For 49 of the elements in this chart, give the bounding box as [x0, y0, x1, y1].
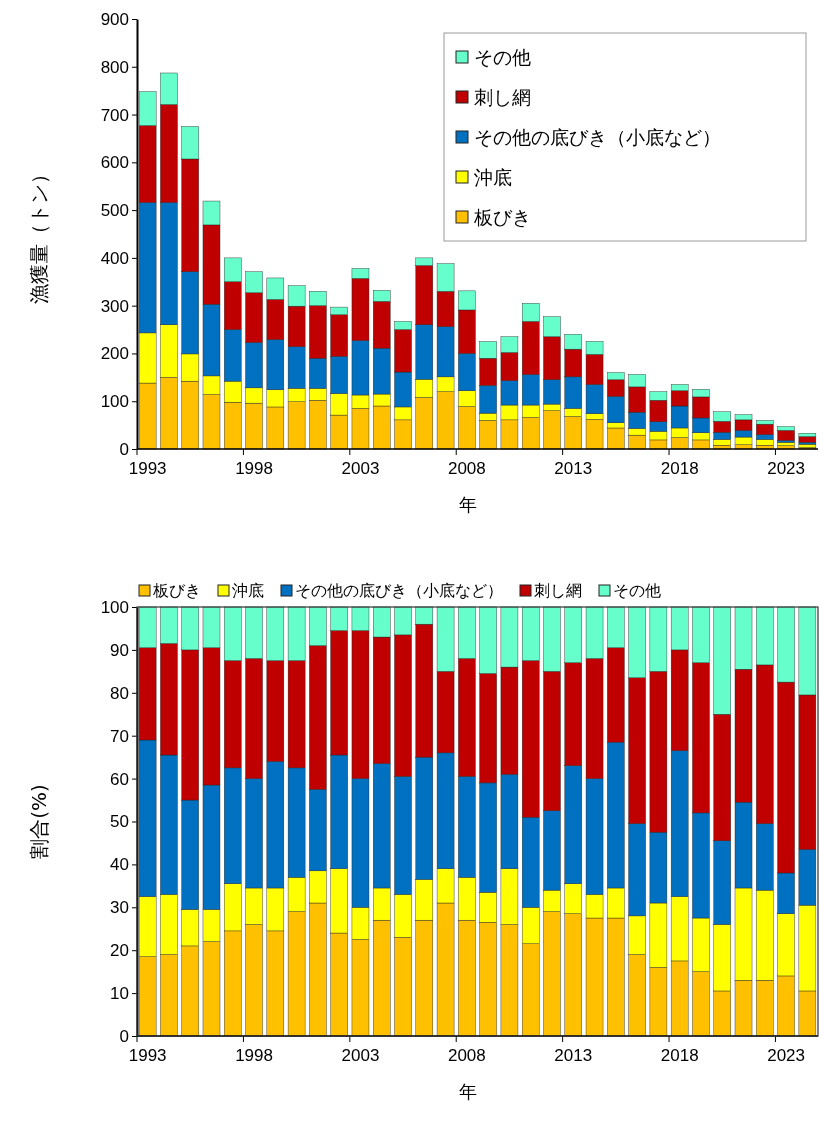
y-tick-label: 400 [100, 248, 129, 268]
y-tick-label: 0 [119, 1026, 129, 1046]
y-tick-label: 30 [110, 898, 129, 918]
x-tick-label: 1993 [128, 1046, 167, 1066]
legend-label: 刺し網 [474, 86, 531, 108]
x-tick-label: 1998 [235, 1046, 273, 1066]
y-tick-label: 10 [110, 984, 129, 1004]
legend-label: その他の底びき（小底など） [474, 126, 721, 148]
legend-label: その他 [613, 581, 661, 600]
x-tick-label: 2008 [447, 1046, 486, 1066]
x-tick-label: 1998 [235, 459, 273, 479]
x-tick-label: 2013 [554, 459, 593, 479]
x-tick-label: 2018 [660, 459, 699, 479]
legend-label: その他の底びき（小底など） [295, 581, 503, 600]
y-tick-label: 100 [100, 597, 129, 617]
x-tick-label: 2023 [767, 459, 805, 479]
legend-label: 板びき [152, 581, 201, 600]
x-tick-label: 2018 [660, 1046, 699, 1066]
y-tick-label: 0 [119, 439, 129, 459]
x-axis-title: 年 [458, 494, 477, 515]
y-tick-label: 300 [100, 296, 129, 316]
y-tick-label: 200 [100, 344, 129, 364]
x-tick-label: 2003 [341, 459, 380, 479]
y-tick-label: 800 [100, 57, 129, 77]
y-tick-label: 70 [110, 726, 129, 746]
x-tick-label: 2023 [767, 1046, 805, 1066]
y-tick-label: 600 [100, 153, 129, 173]
legend-label: 刺し網 [534, 581, 582, 600]
x-tick-label: 2013 [554, 1046, 593, 1066]
y-tick-label: 90 [110, 640, 129, 660]
y-tick-label: 500 [100, 201, 129, 221]
legend-label: 沖底 [474, 166, 512, 188]
x-tick-label: 2008 [447, 459, 486, 479]
y-tick-label: 20 [110, 941, 129, 961]
y-tick-label: 100 [100, 392, 129, 412]
x-tick-label: 2003 [341, 1046, 380, 1066]
y-tick-label: 700 [100, 105, 129, 125]
y-tick-label: 60 [110, 769, 129, 789]
legend-label: 沖底 [232, 581, 264, 600]
y-axis-title: 漁獲量（トン） [27, 164, 51, 304]
x-axis-title: 年 [458, 1081, 477, 1102]
x-tick-label: 1993 [128, 459, 167, 479]
legend-label: その他 [474, 46, 531, 68]
y-tick-label: 80 [110, 683, 129, 703]
y-tick-label: 40 [110, 855, 129, 875]
y-axis-title: 割合(%) [27, 784, 51, 859]
y-tick-label: 900 [100, 9, 129, 29]
y-tick-label: 50 [110, 812, 129, 832]
legend-label: 板びき [473, 206, 531, 228]
